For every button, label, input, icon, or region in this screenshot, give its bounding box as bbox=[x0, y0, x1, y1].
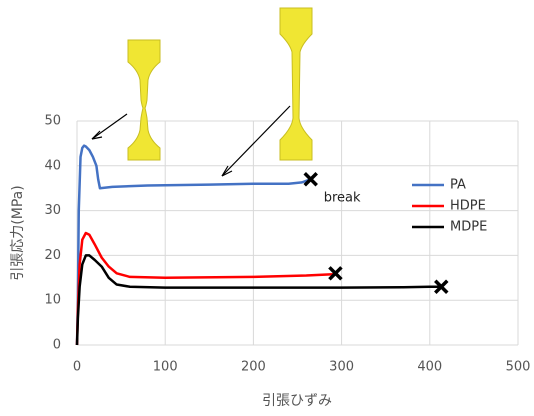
y-tick-label: 20 bbox=[44, 248, 61, 263]
arrow bbox=[92, 114, 127, 139]
series-line bbox=[77, 146, 311, 345]
x-tick-label: 0 bbox=[73, 360, 81, 375]
y-tick-label: 0 bbox=[53, 338, 61, 353]
y-tick-label: 30 bbox=[44, 203, 61, 218]
legend-label: HDPE bbox=[450, 199, 486, 214]
y-tick-label: 10 bbox=[44, 293, 61, 308]
series-line bbox=[77, 233, 335, 345]
chart: 010203040500100200300400500breakPAHDPEMD… bbox=[0, 0, 534, 416]
y-tick-label: 50 bbox=[44, 114, 61, 129]
legend-label: PA bbox=[450, 178, 466, 193]
specimen-illustrations bbox=[92, 8, 312, 176]
legend-label: MDPE bbox=[450, 220, 487, 235]
x-axis-label: 引張ひずみ bbox=[262, 393, 332, 409]
x-tick-label: 200 bbox=[241, 360, 266, 375]
y-axis-label: 引張応力(MPa) bbox=[10, 185, 26, 280]
x-tick-label: 400 bbox=[417, 360, 442, 375]
specimen-necked bbox=[128, 40, 160, 160]
x-tick-label: 100 bbox=[153, 360, 178, 375]
y-tick-label: 40 bbox=[44, 158, 61, 173]
annotation: break bbox=[324, 191, 361, 206]
x-tick-label: 500 bbox=[506, 360, 531, 375]
x-tick-label: 300 bbox=[329, 360, 354, 375]
break-marker bbox=[305, 173, 317, 185]
specimen-stretched bbox=[280, 8, 312, 160]
